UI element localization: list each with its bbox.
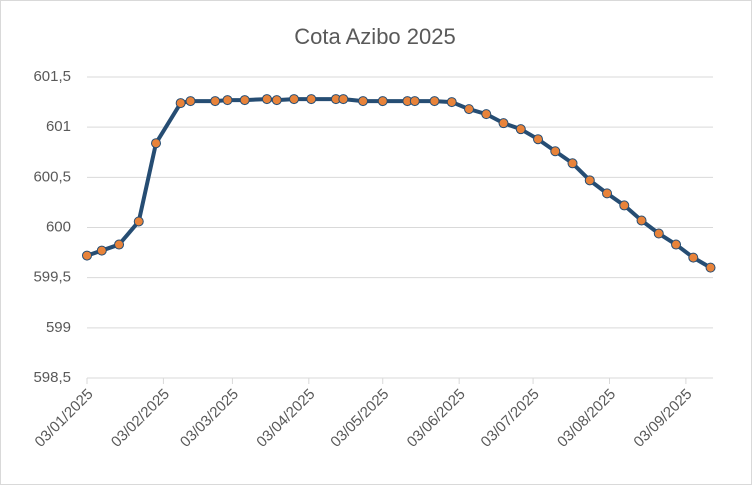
y-tick-label: 600 bbox=[46, 218, 71, 235]
data-point bbox=[151, 138, 162, 149]
data-point bbox=[409, 96, 420, 107]
data-point bbox=[175, 98, 186, 109]
data-point bbox=[498, 118, 509, 129]
data-point bbox=[446, 97, 457, 108]
data-point bbox=[271, 95, 282, 106]
data-point bbox=[114, 239, 125, 250]
data-point bbox=[222, 95, 233, 106]
data-point bbox=[705, 262, 716, 273]
data-point bbox=[429, 96, 440, 107]
data-point bbox=[567, 158, 578, 169]
y-tick-label: 600,5 bbox=[33, 168, 71, 185]
data-point bbox=[464, 104, 475, 115]
data-point bbox=[289, 94, 300, 105]
data-point bbox=[338, 94, 349, 105]
data-point bbox=[210, 96, 221, 107]
data-point bbox=[619, 200, 630, 211]
y-tick-label: 598,5 bbox=[33, 369, 71, 386]
y-tick-label: 601 bbox=[46, 118, 71, 135]
data-point bbox=[584, 175, 595, 186]
data-point bbox=[533, 134, 544, 145]
data-point bbox=[602, 188, 613, 199]
data-point bbox=[96, 245, 107, 256]
data-point bbox=[636, 215, 647, 226]
data-point bbox=[239, 95, 250, 106]
chart-title: Cota Azibo 2025 bbox=[294, 24, 455, 49]
data-point bbox=[133, 216, 144, 227]
y-tick-label: 601,5 bbox=[33, 68, 71, 85]
y-tick-label: 599,5 bbox=[33, 269, 71, 286]
data-point bbox=[671, 239, 682, 250]
data-point bbox=[550, 146, 561, 157]
data-point bbox=[261, 94, 272, 105]
data-point bbox=[688, 252, 699, 263]
data-point bbox=[515, 124, 526, 135]
data-point bbox=[358, 96, 369, 107]
data-point bbox=[82, 250, 92, 261]
data-point bbox=[481, 109, 492, 120]
data-point bbox=[377, 96, 388, 107]
data-point bbox=[306, 94, 317, 105]
data-point bbox=[653, 228, 664, 239]
y-tick-label: 599 bbox=[46, 319, 71, 336]
data-point bbox=[185, 96, 196, 107]
